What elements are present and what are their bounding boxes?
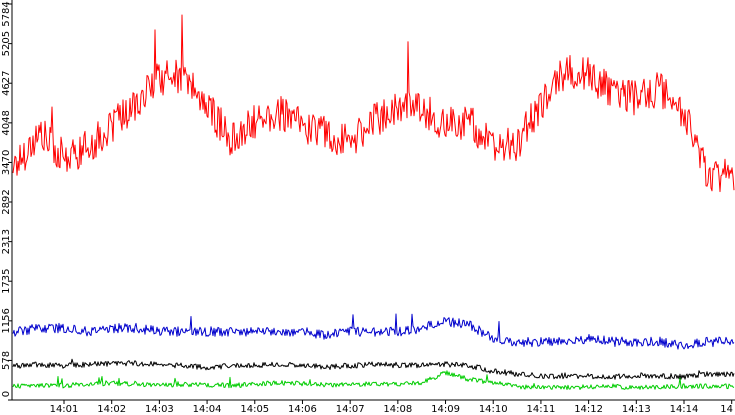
y-tick-label: 5784 bbox=[1, 1, 12, 26]
y-tick-label: 578 bbox=[1, 351, 12, 370]
y-tick-label: 4048 bbox=[1, 110, 12, 135]
y-tick-label: 2313 bbox=[1, 229, 12, 254]
x-tick-label: 14:09 bbox=[431, 404, 460, 415]
x-tick-label: 14:14 bbox=[670, 404, 699, 415]
x-tick-label: 14:06 bbox=[288, 404, 317, 415]
y-axis-ticks: 0 578 1156 1735 2313 2892 3470 4048 4627 5205 5784 bbox=[1, 1, 12, 401]
x-tick-label: 14:01 bbox=[50, 404, 79, 415]
x-tick-label: 14:03 bbox=[145, 404, 174, 415]
x-tick-label: 14 bbox=[720, 404, 733, 415]
y-tick-label: 2892 bbox=[1, 189, 12, 214]
x-axis-ticks: 14:01 14:02 14:03 14:04 14:05 14:06 14:07 14:08… bbox=[50, 400, 733, 415]
x-tick-label: 14:08 bbox=[383, 404, 412, 415]
y-tick-label: 1156 bbox=[1, 308, 12, 333]
y-tick-label: 0 bbox=[1, 391, 12, 397]
x-tick-label: 14:10 bbox=[479, 404, 508, 415]
x-tick-label: 14:02 bbox=[97, 404, 126, 415]
x-tick-label: 14:07 bbox=[336, 404, 365, 415]
x-tick-label: 14:13 bbox=[622, 404, 651, 415]
y-tick-label: 1735 bbox=[1, 268, 12, 293]
series-line-1 bbox=[12, 14, 735, 193]
x-tick-label: 14:11 bbox=[527, 404, 556, 415]
series-layer bbox=[12, 14, 735, 390]
series-line-2 bbox=[12, 313, 735, 350]
y-tick-label: 5205 bbox=[1, 31, 12, 56]
series-line-4 bbox=[12, 370, 735, 390]
y-tick-label: 3470 bbox=[1, 150, 12, 175]
x-tick-label: 14:05 bbox=[240, 404, 269, 415]
x-tick-label: 14:04 bbox=[193, 404, 222, 415]
x-tick-label: 14:12 bbox=[574, 404, 603, 415]
series-line-3 bbox=[12, 358, 735, 380]
y-tick-label: 4627 bbox=[1, 70, 12, 95]
